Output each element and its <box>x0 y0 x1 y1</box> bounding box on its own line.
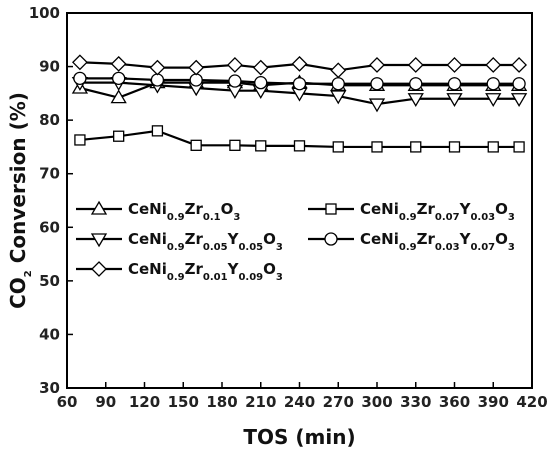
x-tick-label: 270 <box>323 393 354 411</box>
data-point-diamond <box>110 55 127 72</box>
data-point-triangle-down <box>407 93 424 108</box>
data-point-square <box>255 140 267 152</box>
data-point-square <box>74 134 86 146</box>
x-tick-label: 330 <box>400 393 431 411</box>
legend-marker-triangle-down <box>90 233 108 248</box>
x-tick-label: 300 <box>361 393 392 411</box>
x-tick-label: 90 <box>95 393 116 411</box>
series-4 <box>73 71 526 91</box>
data-point-triangle-up <box>110 89 127 104</box>
data-point-circle <box>331 77 345 91</box>
data-point-diamond <box>511 57 528 73</box>
series-2 <box>74 125 525 153</box>
y-axis-title-subscript: 2 <box>23 270 34 277</box>
x-tick-label: 120 <box>129 393 160 411</box>
data-point-square <box>190 139 202 151</box>
y-tick-label: 80 <box>39 111 60 129</box>
data-point-diamond <box>446 57 463 73</box>
y-tick-label: 50 <box>39 272 60 290</box>
y-tick-label: 90 <box>39 58 60 76</box>
y-tick-label: 70 <box>39 165 60 183</box>
y-tick-label: 30 <box>39 379 60 397</box>
data-point-square <box>410 141 422 153</box>
data-point-circle <box>512 77 526 91</box>
data-point-diamond <box>330 62 347 79</box>
data-point-circle <box>189 73 203 87</box>
data-point-square <box>487 141 499 153</box>
plot-frame <box>66 12 533 389</box>
data-point-triangle-down <box>485 93 502 108</box>
legend-item: CeNi0.9Zr0.03Y0.07O3 <box>308 230 515 253</box>
legend-marker-circle <box>324 232 338 246</box>
legend: CeNi0.9Zr0.1O3 CeNi0.9Zr0.07Y0.03O3 CeNi0.… <box>76 200 515 283</box>
y-axis-title: CO2 Conversion (%) <box>6 92 34 309</box>
series-layer <box>71 54 528 153</box>
data-point-square <box>151 125 164 137</box>
legend-label: CeNi0.9Zr0.01Y0.09O3 <box>128 260 283 283</box>
data-point-diamond <box>291 55 308 72</box>
x-tick-label: 420 <box>516 393 547 411</box>
data-point-diamond <box>485 57 502 73</box>
data-point-circle <box>292 77 307 91</box>
y-axis-title-prefix: CO <box>6 277 30 309</box>
data-point-diamond <box>188 59 205 76</box>
data-point-diamond <box>149 59 166 76</box>
data-point-triangle-down <box>330 90 347 105</box>
data-point-diamond <box>226 57 243 73</box>
data-point-square <box>293 140 306 152</box>
data-point-circle <box>73 71 87 86</box>
legend-item: CeNi0.9Zr0.1O3 <box>76 200 240 223</box>
data-point-square <box>371 141 383 153</box>
data-point-circle <box>228 74 242 88</box>
series-5 <box>71 54 528 79</box>
data-point-circle <box>486 77 500 91</box>
data-point-circle <box>112 71 126 86</box>
y-tick-label: 60 <box>39 218 60 236</box>
data-point-circle <box>409 77 423 91</box>
data-point-square <box>448 141 461 153</box>
legend-marker-diamond <box>91 261 107 277</box>
x-tick-label: 240 <box>284 393 315 411</box>
x-axis-title: TOS (min) <box>243 425 355 449</box>
data-point-diamond <box>407 57 424 73</box>
y-tick-label: 40 <box>39 325 60 343</box>
data-point-diamond <box>71 54 88 71</box>
data-point-diamond <box>369 57 385 73</box>
y-tick-label: 100 <box>29 4 60 22</box>
axis-ticks: 60 90 120 150 180 210 240 270 300 330 360 390 420 30 4… <box>29 4 548 411</box>
legend-label: CeNi0.9Zr0.07Y0.03O3 <box>360 200 515 223</box>
x-tick-label: 60 <box>57 393 78 411</box>
data-point-circle <box>254 75 268 90</box>
data-point-circle <box>370 77 384 91</box>
x-tick-label: 180 <box>206 393 237 411</box>
data-point-circle <box>150 73 165 87</box>
x-tick-label: 390 <box>478 393 509 411</box>
legend-label: CeNi0.9Zr0.05Y0.05O3 <box>128 230 283 253</box>
data-point-triangle-down <box>510 93 528 108</box>
legend-marker-triangle-up <box>90 200 108 215</box>
data-point-square <box>513 141 525 153</box>
legend-marker-square <box>325 203 337 215</box>
x-tick-label: 360 <box>439 393 470 411</box>
data-point-triangle-down <box>368 98 386 113</box>
legend-label: CeNi0.9Zr0.1O3 <box>128 200 240 223</box>
data-point-diamond <box>252 59 269 76</box>
y-axis-title-suffix: Conversion (%) <box>6 92 30 270</box>
x-tick-label: 150 <box>168 393 199 411</box>
legend-item: CeNi0.9Zr0.05Y0.05O3 <box>76 230 283 253</box>
data-point-triangle-down <box>446 93 463 108</box>
data-point-square <box>332 141 344 153</box>
legend-label: CeNi0.9Zr0.03Y0.07O3 <box>360 230 515 253</box>
legend-item: CeNi0.9Zr0.07Y0.03O3 <box>308 200 515 223</box>
x-tick-label: 210 <box>245 393 276 411</box>
data-point-square <box>113 130 125 142</box>
data-point-square <box>229 139 241 151</box>
data-point-circle <box>447 77 462 91</box>
legend-item: CeNi0.9Zr0.01Y0.09O3 <box>76 260 283 283</box>
